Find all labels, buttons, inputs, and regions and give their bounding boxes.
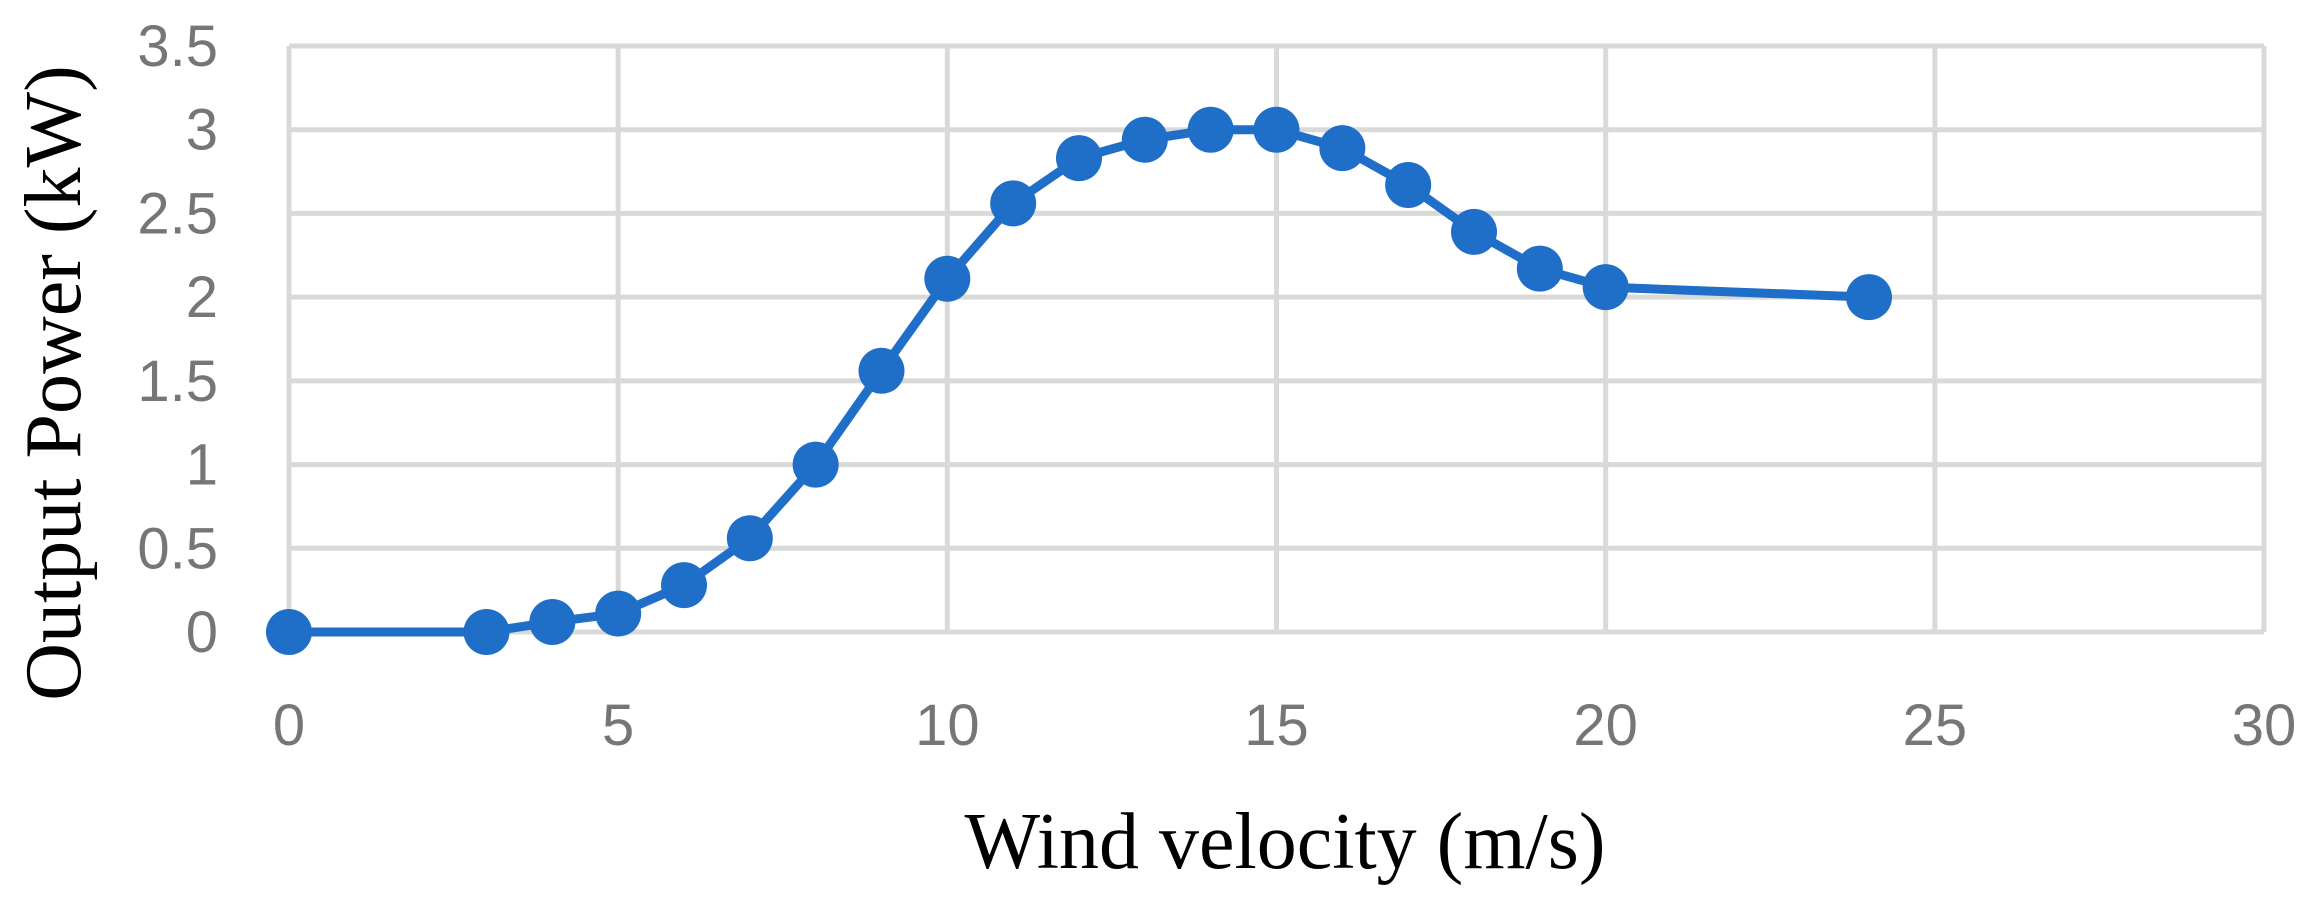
data-point <box>1516 245 1563 292</box>
y-tick-label: 2.5 <box>137 181 218 246</box>
data-point <box>726 515 773 562</box>
y-tick-label: 1 <box>186 433 218 498</box>
data-point <box>529 598 576 645</box>
series-layer <box>266 106 1892 655</box>
x-axis-title: Wind velocity (m/s) <box>964 798 1605 886</box>
data-point <box>1451 208 1497 255</box>
data-point <box>1319 125 1366 172</box>
x-tick-label: 30 <box>2232 693 2297 758</box>
data-point <box>1187 106 1234 153</box>
data-point <box>463 609 510 655</box>
data-point <box>661 562 707 609</box>
x-tick-labels: 0 5 10 15 20 25 30 <box>273 693 2296 758</box>
y-tick-label: 0.5 <box>137 516 218 581</box>
y-axis-title: Output Power (kW) <box>10 65 98 700</box>
x-tick-label: 15 <box>1244 693 1309 758</box>
data-point <box>266 609 312 655</box>
data-point <box>858 347 905 394</box>
x-tick-label: 25 <box>1903 693 1968 758</box>
x-tick-label: 5 <box>602 693 634 758</box>
data-point <box>1582 264 1629 311</box>
y-tick-label: 1.5 <box>137 349 218 414</box>
data-point <box>792 441 839 488</box>
data-point <box>595 590 642 637</box>
y-tick-label: 3 <box>186 98 218 163</box>
data-point <box>1056 135 1102 182</box>
data-point <box>1121 116 1168 163</box>
y-tick-labels: 0 0.5 1 1.5 2 2.5 3 3.5 <box>137 14 218 665</box>
y-tick-label: 0 <box>186 600 218 665</box>
data-point <box>1253 106 1300 153</box>
data-point <box>1846 274 1892 321</box>
x-tick-label: 20 <box>1573 693 1638 758</box>
data-point <box>924 255 971 302</box>
data-point <box>990 180 1037 227</box>
y-tick-label: 2 <box>186 265 218 330</box>
x-tick-label: 0 <box>273 693 305 758</box>
data-point <box>1385 161 1432 208</box>
y-tick-label: 3.5 <box>137 14 218 79</box>
x-tick-label: 10 <box>915 693 980 758</box>
